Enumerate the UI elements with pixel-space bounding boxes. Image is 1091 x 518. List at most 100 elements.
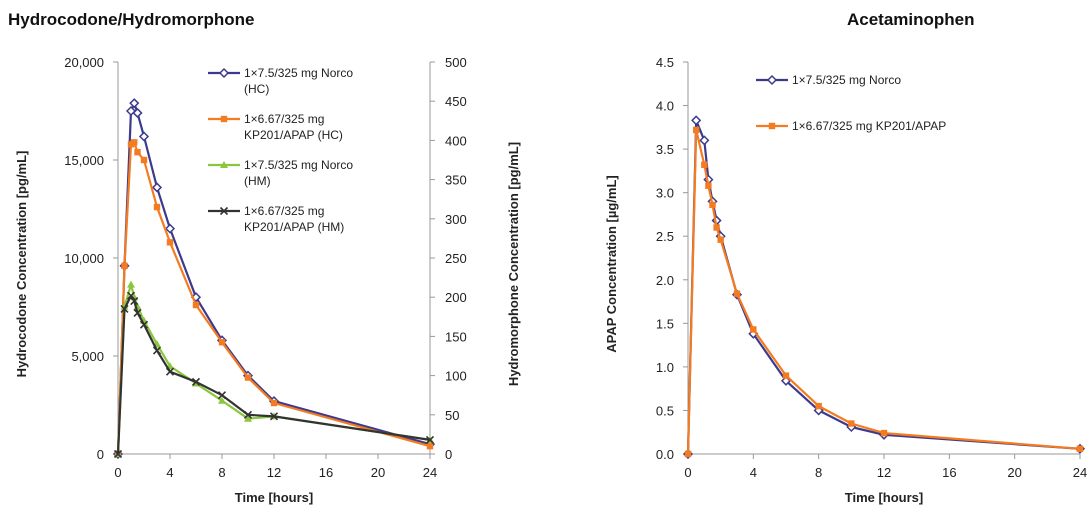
chart0-series-1-point <box>127 141 135 148</box>
chart1-x-tick-label: 0 <box>684 465 691 480</box>
chart0-series-1-point <box>244 374 252 381</box>
chart0-series-1-line <box>116 141 431 455</box>
chart0-series-3-point <box>243 410 253 419</box>
chart1-x-tick-label: 20 <box>1007 465 1021 480</box>
chart0-series-0-point <box>129 98 140 109</box>
chart0-series-3-point <box>217 391 227 400</box>
chart0-y-tick-label: 20,000 <box>64 55 104 70</box>
chart0-series-3-point <box>425 435 435 444</box>
chart0-legend-label: KP201/APAP (HM) <box>244 220 344 234</box>
chart0-series-3-point <box>152 346 162 355</box>
chart1-y-tick-label: 2.5 <box>656 229 674 244</box>
chart1-y-axis-label: APAP Concentration [µg/mL] <box>604 175 619 352</box>
chart1-series-0-point <box>691 115 702 126</box>
chart0-legend-marker <box>220 115 228 123</box>
right-chart-title: Acetaminophen <box>847 10 975 29</box>
chart0-y2-tick-label: 500 <box>445 55 467 70</box>
chart1-series-1-point <box>705 182 712 189</box>
chart0-series-1-point <box>270 399 278 407</box>
chart1-x-tick-label: 16 <box>942 465 956 480</box>
chart0-legend-item-0: 1×7.5/325 mg Norco (HC) <box>208 66 353 96</box>
chart0-x-tick-label: 16 <box>319 465 333 480</box>
chart1-series-0-point <box>699 135 710 146</box>
chart1-y-tick-label: 4.0 <box>656 99 674 114</box>
chart1-x-tick-label: 12 <box>877 465 891 480</box>
chart0-series-2-point <box>218 396 226 404</box>
chart0-y2-tick-label: 450 <box>445 94 467 109</box>
chart0-legend-item-2: 1×7.5/325 mg Norco (HM) <box>208 158 353 188</box>
chart0-x-tick-label: 4 <box>166 465 173 480</box>
chart0-x-tick-label: 8 <box>218 465 225 480</box>
chart1-series-1-point <box>815 402 822 410</box>
chart0-series-1-point <box>426 442 434 450</box>
chart0-legend-marker <box>218 67 230 79</box>
chart1-y-tick-label: 1.0 <box>656 360 674 375</box>
chart1-series-1-point <box>709 201 716 209</box>
chart0-legend-item-1: 1×6.67/325 mg KP201/APAP (HC) <box>208 112 343 142</box>
chart0-y2-tick-label: 0 <box>445 447 452 462</box>
chart1-y-tick-label: 4.5 <box>656 55 674 70</box>
chart0-series-1-point <box>134 148 141 156</box>
chart1-legend-item-0: 1×7.5/325 mg Norco <box>756 73 901 87</box>
chart0-series-3-point <box>120 304 129 314</box>
chart1-legend-marker <box>768 122 776 130</box>
chart1-legend-label: 1×6.67/325 mg KP201/APAP <box>792 119 946 133</box>
chart1-series-1-point <box>848 420 855 427</box>
chart1-y-tick-label: 0.0 <box>656 447 674 462</box>
chart0-y2-tick-label: 300 <box>445 212 467 227</box>
chart1-y-tick-label: 1.5 <box>656 316 674 331</box>
chart1-series-1-point <box>1076 445 1084 452</box>
chart1-y-tick-label: 3.5 <box>656 142 674 157</box>
chart0-y2-tick-label: 350 <box>445 173 467 188</box>
chart0-series-1-point <box>131 139 138 146</box>
chart1-x-tick-label: 24 <box>1073 465 1087 480</box>
chart0-legend-label: 1×6.67/325 mg <box>244 112 324 126</box>
chart0-legend-marker <box>219 206 229 216</box>
chart0-series-3-point <box>269 412 279 421</box>
chart1-series-1-point <box>717 236 724 243</box>
chart1-x-tick-label: 8 <box>815 465 822 480</box>
chart1-legend-label: 1×7.5/325 mg Norco <box>792 73 901 87</box>
chart0-y2-tick-label: 100 <box>445 369 467 384</box>
chart1-series-1-point <box>782 372 790 379</box>
chart1-y-tick-label: 3.0 <box>656 186 674 201</box>
left-chart-title: Hydrocodone/Hydromorphone <box>8 10 255 29</box>
chart0-y2-tick-label: 50 <box>445 408 459 423</box>
chart0-series-3-point <box>130 297 139 306</box>
chart0-series-1-point <box>121 262 128 270</box>
chart1-legend-marker <box>766 74 778 86</box>
chart0-series-1-point <box>153 203 161 211</box>
chart1-y-tick-label: 2.0 <box>656 273 674 288</box>
chart0-x-tick-label: 0 <box>114 465 121 480</box>
chart0-y2-tick-label: 150 <box>445 329 467 344</box>
chart0-series-3-point <box>165 367 175 376</box>
chart1-series-1-point <box>733 290 741 297</box>
chart1-series-1-point <box>713 224 720 231</box>
chart0-series-1-point <box>166 239 174 246</box>
chart0-series-2-point <box>127 280 135 288</box>
chart0-y-tick-label: 15,000 <box>64 153 104 168</box>
chart0-y2-tick-label: 250 <box>445 251 467 266</box>
chart1-x-axis-label: Time [hours] <box>845 490 924 505</box>
chart1-series-0-line <box>686 119 1081 455</box>
chart0-series-0-point <box>132 107 143 119</box>
chart0-legend-label: (HM) <box>244 174 271 188</box>
chart0-x-tick-label: 20 <box>371 465 385 480</box>
chart1-x-tick-label: 4 <box>750 465 757 480</box>
chart0-legend-label: (HC) <box>244 82 269 96</box>
chart1-series-1-point <box>684 450 692 458</box>
chart0-series-1-point <box>140 156 148 164</box>
chart1-legend-item-1: 1×6.67/325 mg KP201/APAP <box>756 119 946 133</box>
chart0-series-1-point <box>218 339 226 346</box>
chart0-legend-marker <box>220 161 228 168</box>
chart0-legend-item-3: 1×6.67/325 mg KP201/APAP (HM) <box>208 204 344 234</box>
chart0-series-2-line <box>116 283 431 455</box>
chart0-y-tick-label: 0 <box>97 447 104 462</box>
chart1-y-tick-label: 0.5 <box>656 403 674 418</box>
chart1-series-1-line <box>686 128 1081 455</box>
chart0-legend-label: 1×7.5/325 mg Norco <box>244 66 353 80</box>
chart0-legend-label: 1×6.67/325 mg <box>244 204 324 218</box>
chart1-series-1-point <box>750 326 757 333</box>
chart0-y2-tick-label: 200 <box>445 290 467 305</box>
